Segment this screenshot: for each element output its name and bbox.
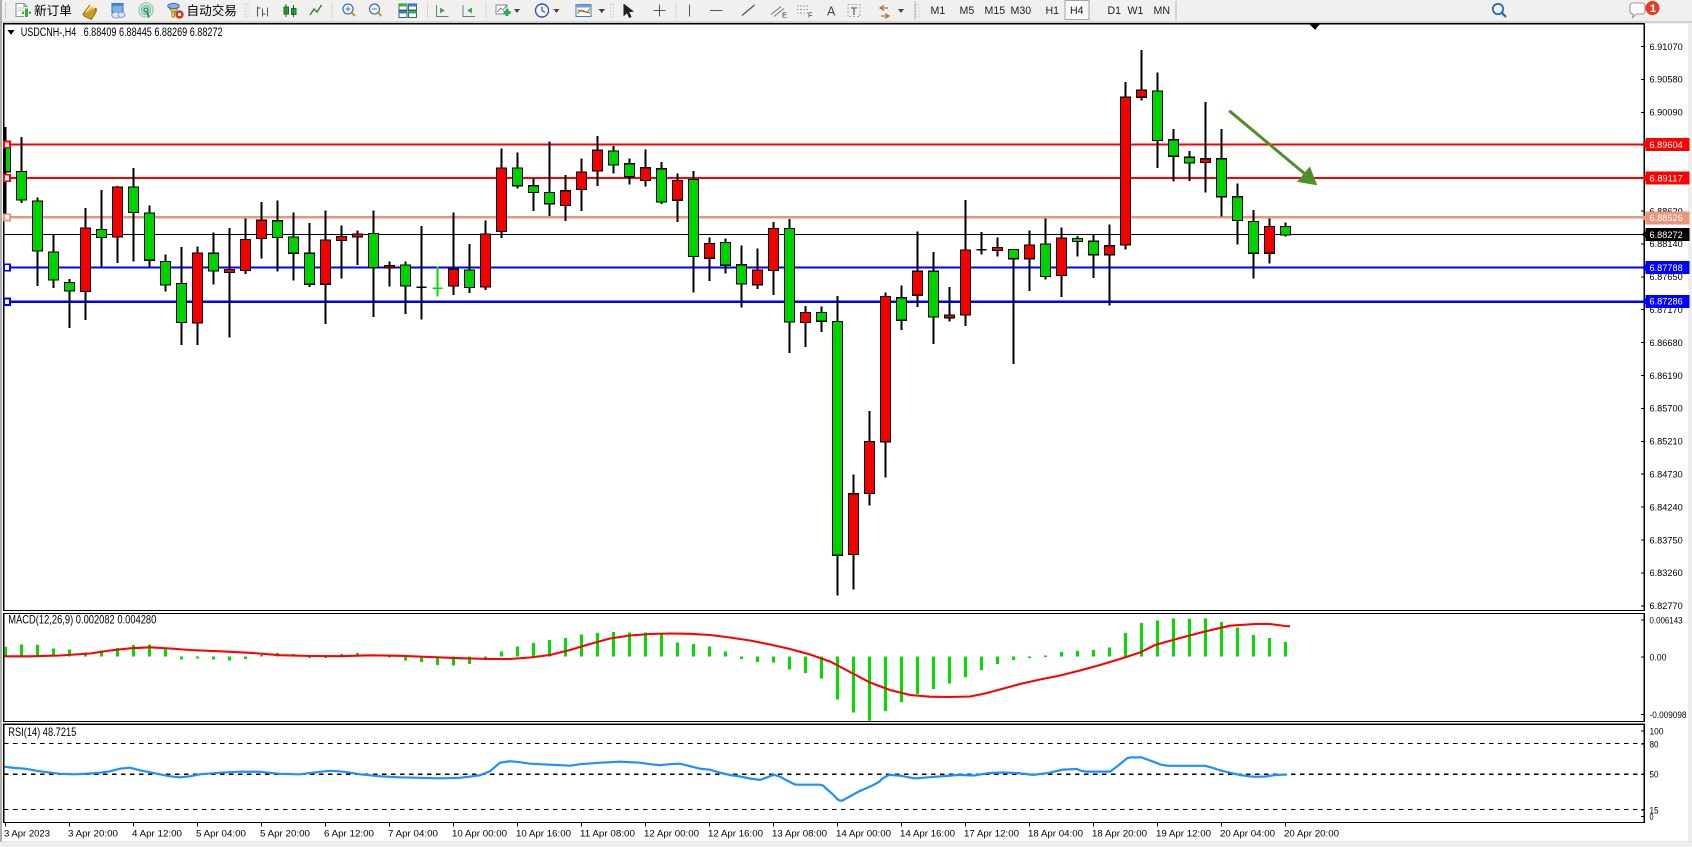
- svg-text:15: 15: [1650, 805, 1659, 816]
- svg-text:6.83260: 6.83260: [1650, 568, 1683, 579]
- svg-text:0.00: 0.00: [1650, 652, 1667, 663]
- svg-text:6.90580: 6.90580: [1650, 75, 1683, 86]
- svg-text:18 Apr 20:00: 18 Apr 20:00: [1092, 828, 1147, 839]
- svg-text:新订单: 新订单: [34, 3, 72, 18]
- svg-text:6.86190: 6.86190: [1650, 371, 1683, 382]
- svg-text:18 Apr 04:00: 18 Apr 04:00: [1028, 828, 1083, 839]
- svg-text:6.85700: 6.85700: [1650, 404, 1683, 415]
- svg-text:M15: M15: [985, 5, 1006, 17]
- svg-text:4 Apr 12:00: 4 Apr 12:00: [132, 828, 182, 839]
- svg-text:6.91070: 6.91070: [1650, 42, 1683, 53]
- svg-text:6.87788: 6.87788: [1650, 263, 1683, 274]
- svg-text:6.89117: 6.89117: [1650, 173, 1683, 184]
- svg-text:M30: M30: [1011, 5, 1032, 17]
- svg-text:6.85210: 6.85210: [1650, 437, 1683, 448]
- svg-text:3 Apr 20:00: 3 Apr 20:00: [68, 828, 118, 839]
- svg-text:50: 50: [1650, 770, 1659, 781]
- svg-text:6.84240: 6.84240: [1650, 502, 1683, 513]
- svg-text:6.88409 6.88445 6.88269 6.8827: 6.88409 6.88445 6.88269 6.88272: [84, 25, 223, 39]
- svg-text:14 Apr 00:00: 14 Apr 00:00: [836, 828, 891, 839]
- svg-text:6.89604: 6.89604: [1650, 140, 1684, 151]
- svg-text:MN: MN: [1154, 5, 1170, 17]
- svg-text:RSI(14) 48.7215: RSI(14) 48.7215: [8, 725, 76, 739]
- svg-text:6.82770: 6.82770: [1650, 601, 1683, 612]
- svg-text:W1: W1: [1128, 5, 1144, 17]
- svg-text:D1: D1: [1108, 5, 1122, 17]
- svg-text:3 Apr 2023: 3 Apr 2023: [4, 828, 50, 839]
- svg-text:100: 100: [1650, 726, 1664, 737]
- svg-text:20 Apr 04:00: 20 Apr 04:00: [1220, 828, 1275, 839]
- svg-text:80: 80: [1650, 739, 1659, 750]
- svg-text:H1: H1: [1046, 5, 1060, 17]
- svg-text:19 Apr 12:00: 19 Apr 12:00: [1156, 828, 1211, 839]
- svg-text:6.83750: 6.83750: [1650, 535, 1683, 546]
- svg-text:10 Apr 00:00: 10 Apr 00:00: [452, 828, 507, 839]
- svg-text:6.90090: 6.90090: [1650, 108, 1683, 119]
- svg-text:5 Apr 04:00: 5 Apr 04:00: [196, 828, 246, 839]
- svg-text:F: F: [808, 11, 813, 20]
- svg-text:20 Apr 20:00: 20 Apr 20:00: [1284, 828, 1339, 839]
- svg-text:6 Apr 12:00: 6 Apr 12:00: [324, 828, 374, 839]
- svg-text:6.88526: 6.88526: [1650, 213, 1683, 224]
- svg-text:5 Apr 20:00: 5 Apr 20:00: [260, 828, 310, 839]
- svg-text:17 Apr 12:00: 17 Apr 12:00: [964, 828, 1019, 839]
- svg-text:0.006143: 0.006143: [1650, 615, 1683, 626]
- svg-text:12 Apr 16:00: 12 Apr 16:00: [708, 828, 763, 839]
- svg-text:-0.009098: -0.009098: [1650, 710, 1687, 721]
- svg-text:A: A: [827, 5, 836, 19]
- svg-text:6.87650: 6.87650: [1650, 272, 1683, 283]
- svg-text:H4: H4: [1070, 5, 1084, 17]
- svg-text:6.87286: 6.87286: [1650, 297, 1683, 308]
- svg-text:T: T: [851, 6, 858, 18]
- svg-text:11 Apr 08:00: 11 Apr 08:00: [580, 828, 635, 839]
- svg-text:USDCNH-,H4: USDCNH-,H4: [21, 25, 77, 39]
- svg-text:6.88272: 6.88272: [1650, 230, 1683, 241]
- svg-text:自动交易: 自动交易: [187, 3, 237, 18]
- svg-text:M5: M5: [960, 5, 975, 17]
- svg-text:MACD(12,26,9) 0.002082 0.00428: MACD(12,26,9) 0.002082 0.004280: [8, 613, 156, 627]
- svg-text:7 Apr 04:00: 7 Apr 04:00: [388, 828, 438, 839]
- svg-text:6.87170: 6.87170: [1650, 305, 1683, 316]
- svg-text:13 Apr 08:00: 13 Apr 08:00: [772, 828, 827, 839]
- svg-text:10 Apr 16:00: 10 Apr 16:00: [516, 828, 571, 839]
- svg-text:14 Apr 16:00: 14 Apr 16:00: [900, 828, 955, 839]
- svg-text:6.86680: 6.86680: [1650, 338, 1683, 349]
- svg-text:E: E: [782, 11, 787, 20]
- svg-text:6.88140: 6.88140: [1650, 239, 1683, 250]
- svg-text:6.84730: 6.84730: [1650, 470, 1683, 481]
- svg-text:0: 0: [1650, 812, 1654, 823]
- svg-text:12 Apr 00:00: 12 Apr 00:00: [644, 828, 699, 839]
- svg-text:1: 1: [1650, 3, 1656, 15]
- svg-text:M1: M1: [931, 5, 946, 17]
